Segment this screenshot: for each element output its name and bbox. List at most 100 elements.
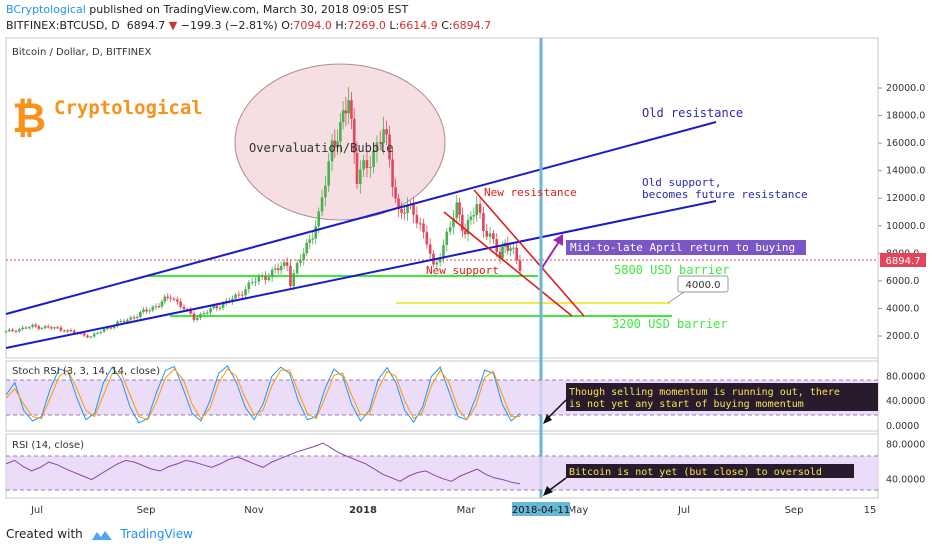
- time-tick-label: Mar: [457, 505, 477, 516]
- candle-body: [199, 313, 202, 318]
- candle-body: [212, 305, 216, 309]
- price-tick-label: 20000.0: [886, 83, 925, 94]
- price-tick-label: 10000.0: [886, 221, 925, 232]
- candle-body: [355, 152, 359, 184]
- tradingview-link[interactable]: TradingView: [120, 527, 193, 541]
- candle-body: [482, 213, 485, 231]
- candle-body: [169, 297, 172, 299]
- candle-body: [56, 327, 59, 329]
- candle-body: [234, 294, 237, 299]
- candle-body: [116, 321, 119, 326]
- low-label: L:: [389, 19, 400, 32]
- candle-body: [240, 294, 244, 296]
- buying-arrow-line: [539, 239, 561, 272]
- stoch-note-arrow-icon: [543, 414, 552, 424]
- candle-body: [102, 328, 106, 332]
- candle-body: [352, 118, 356, 153]
- candle-body: [122, 321, 126, 323]
- candle-body: [279, 266, 283, 271]
- candle-body: [250, 282, 254, 284]
- candle-body: [302, 253, 306, 261]
- candle-body: [422, 223, 425, 233]
- candle-body: [463, 230, 467, 235]
- candle-body: [163, 296, 167, 302]
- candle-body: [330, 140, 334, 162]
- candle-body: [368, 166, 372, 169]
- candle-body: [501, 246, 504, 259]
- candle-body: [448, 227, 452, 232]
- candle-body: [359, 169, 362, 184]
- candle-body: [273, 268, 277, 270]
- new-resistance-label: New resistance: [484, 186, 577, 199]
- candle-body: [59, 327, 63, 331]
- candle-body: [72, 330, 76, 333]
- april-buying-label: Mid-to-late April return to buying: [570, 241, 795, 254]
- candle-body: [466, 219, 470, 235]
- candle-body: [160, 301, 164, 307]
- down-arrow-icon: ▼: [168, 19, 178, 32]
- barrier-5800-label: 5800 USD barrier: [614, 263, 730, 277]
- candle-body: [488, 233, 492, 237]
- candle-body: [254, 281, 257, 283]
- candle-body: [333, 140, 337, 148]
- time-tick-label: Jul: [30, 505, 43, 516]
- last-price-tag: [880, 253, 926, 267]
- candle-body: [179, 301, 182, 307]
- candle-body: [264, 275, 267, 280]
- candle-body: [176, 299, 179, 302]
- publisher-name[interactable]: BCryptological: [6, 3, 86, 16]
- stoch-tick-label: 0.0000: [886, 421, 919, 432]
- candle-body: [299, 260, 302, 263]
- candle-body: [425, 232, 429, 245]
- close-label: C:: [441, 19, 453, 32]
- time-tick-label: Nov: [244, 505, 264, 516]
- candle-body: [350, 100, 353, 119]
- candle-body: [327, 161, 331, 186]
- candle-body: [172, 298, 176, 300]
- candle-body: [515, 247, 518, 261]
- stoch-tick-label: 40.0000: [886, 396, 925, 407]
- footer: Created with TradingView: [6, 527, 193, 541]
- stoch-tick-label: 80.0000: [886, 371, 925, 382]
- candle-body: [452, 217, 455, 228]
- candle-body: [126, 319, 129, 322]
- candle-body: [458, 202, 461, 215]
- candle-body: [11, 329, 14, 331]
- price-pane[interactable]: [5, 37, 879, 359]
- candle-body: [79, 333, 83, 335]
- price-tick-label: 14000.0: [886, 166, 925, 177]
- candle-body: [344, 110, 348, 114]
- price-change: −199.3 (−2.81%): [180, 19, 278, 32]
- candle-body: [46, 326, 50, 328]
- candle-body: [311, 238, 315, 240]
- old-resistance-label: Old resistance: [642, 106, 743, 120]
- candle-body: [202, 313, 206, 315]
- price-pane-title: Bitcoin / Dollar, D, BITFINEX: [12, 47, 151, 58]
- low-value: 6614.9: [399, 19, 438, 32]
- price-callout: [677, 275, 729, 293]
- candle-body: [132, 317, 136, 319]
- candle-body: [82, 333, 86, 336]
- candle-body: [391, 159, 394, 188]
- candle-body: [472, 215, 476, 217]
- rsi-line: [5, 442, 521, 485]
- time-tick-label: May: [568, 505, 589, 516]
- candle-body: [305, 242, 309, 254]
- candle-body: [400, 209, 403, 213]
- rsi-note-label: Bitcoin is not yet (but close) to overso…: [569, 467, 822, 478]
- candle-body: [182, 306, 186, 310]
- candle-body: [260, 275, 264, 277]
- rsi-pane-title: RSI (14, close): [12, 440, 84, 451]
- candle-body: [418, 223, 422, 225]
- candle-body: [478, 204, 482, 214]
- candle-body: [492, 233, 495, 240]
- rsi-note-box: [566, 464, 854, 478]
- candle-body: [498, 251, 502, 259]
- bubble-label: Overvaluation/Bubble: [249, 141, 394, 155]
- candle-body: [106, 327, 109, 329]
- rsi-axis: 80.0000 40.0000: [886, 440, 925, 486]
- rsi-note-arrow-icon: [543, 486, 553, 496]
- candle-body: [518, 260, 522, 271]
- candle-body: [442, 245, 445, 259]
